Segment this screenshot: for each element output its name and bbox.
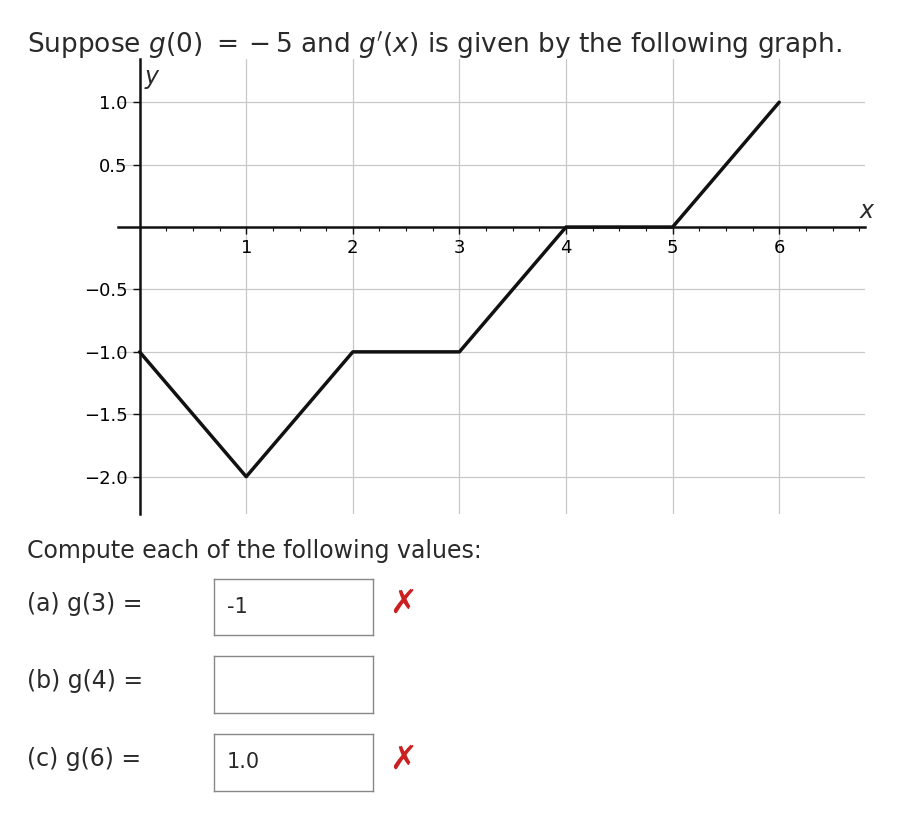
Text: ✗: ✗ (389, 742, 418, 776)
Text: 1.0: 1.0 (227, 752, 259, 772)
Text: Suppose $g$(0) $= -$5 and $g'(x)$ is given by the following graph.: Suppose $g$(0) $= -$5 and $g'(x)$ is giv… (27, 29, 842, 61)
Text: x: x (859, 199, 874, 223)
Text: (c) g(6) =: (c) g(6) = (27, 747, 141, 771)
Text: Compute each of the following values:: Compute each of the following values: (27, 539, 482, 563)
Text: y: y (145, 64, 159, 89)
Text: -1: -1 (227, 597, 248, 617)
Text: (a) g(3) =: (a) g(3) = (27, 592, 143, 615)
Text: ✗: ✗ (389, 587, 418, 620)
Text: (b) g(4) =: (b) g(4) = (27, 670, 144, 693)
